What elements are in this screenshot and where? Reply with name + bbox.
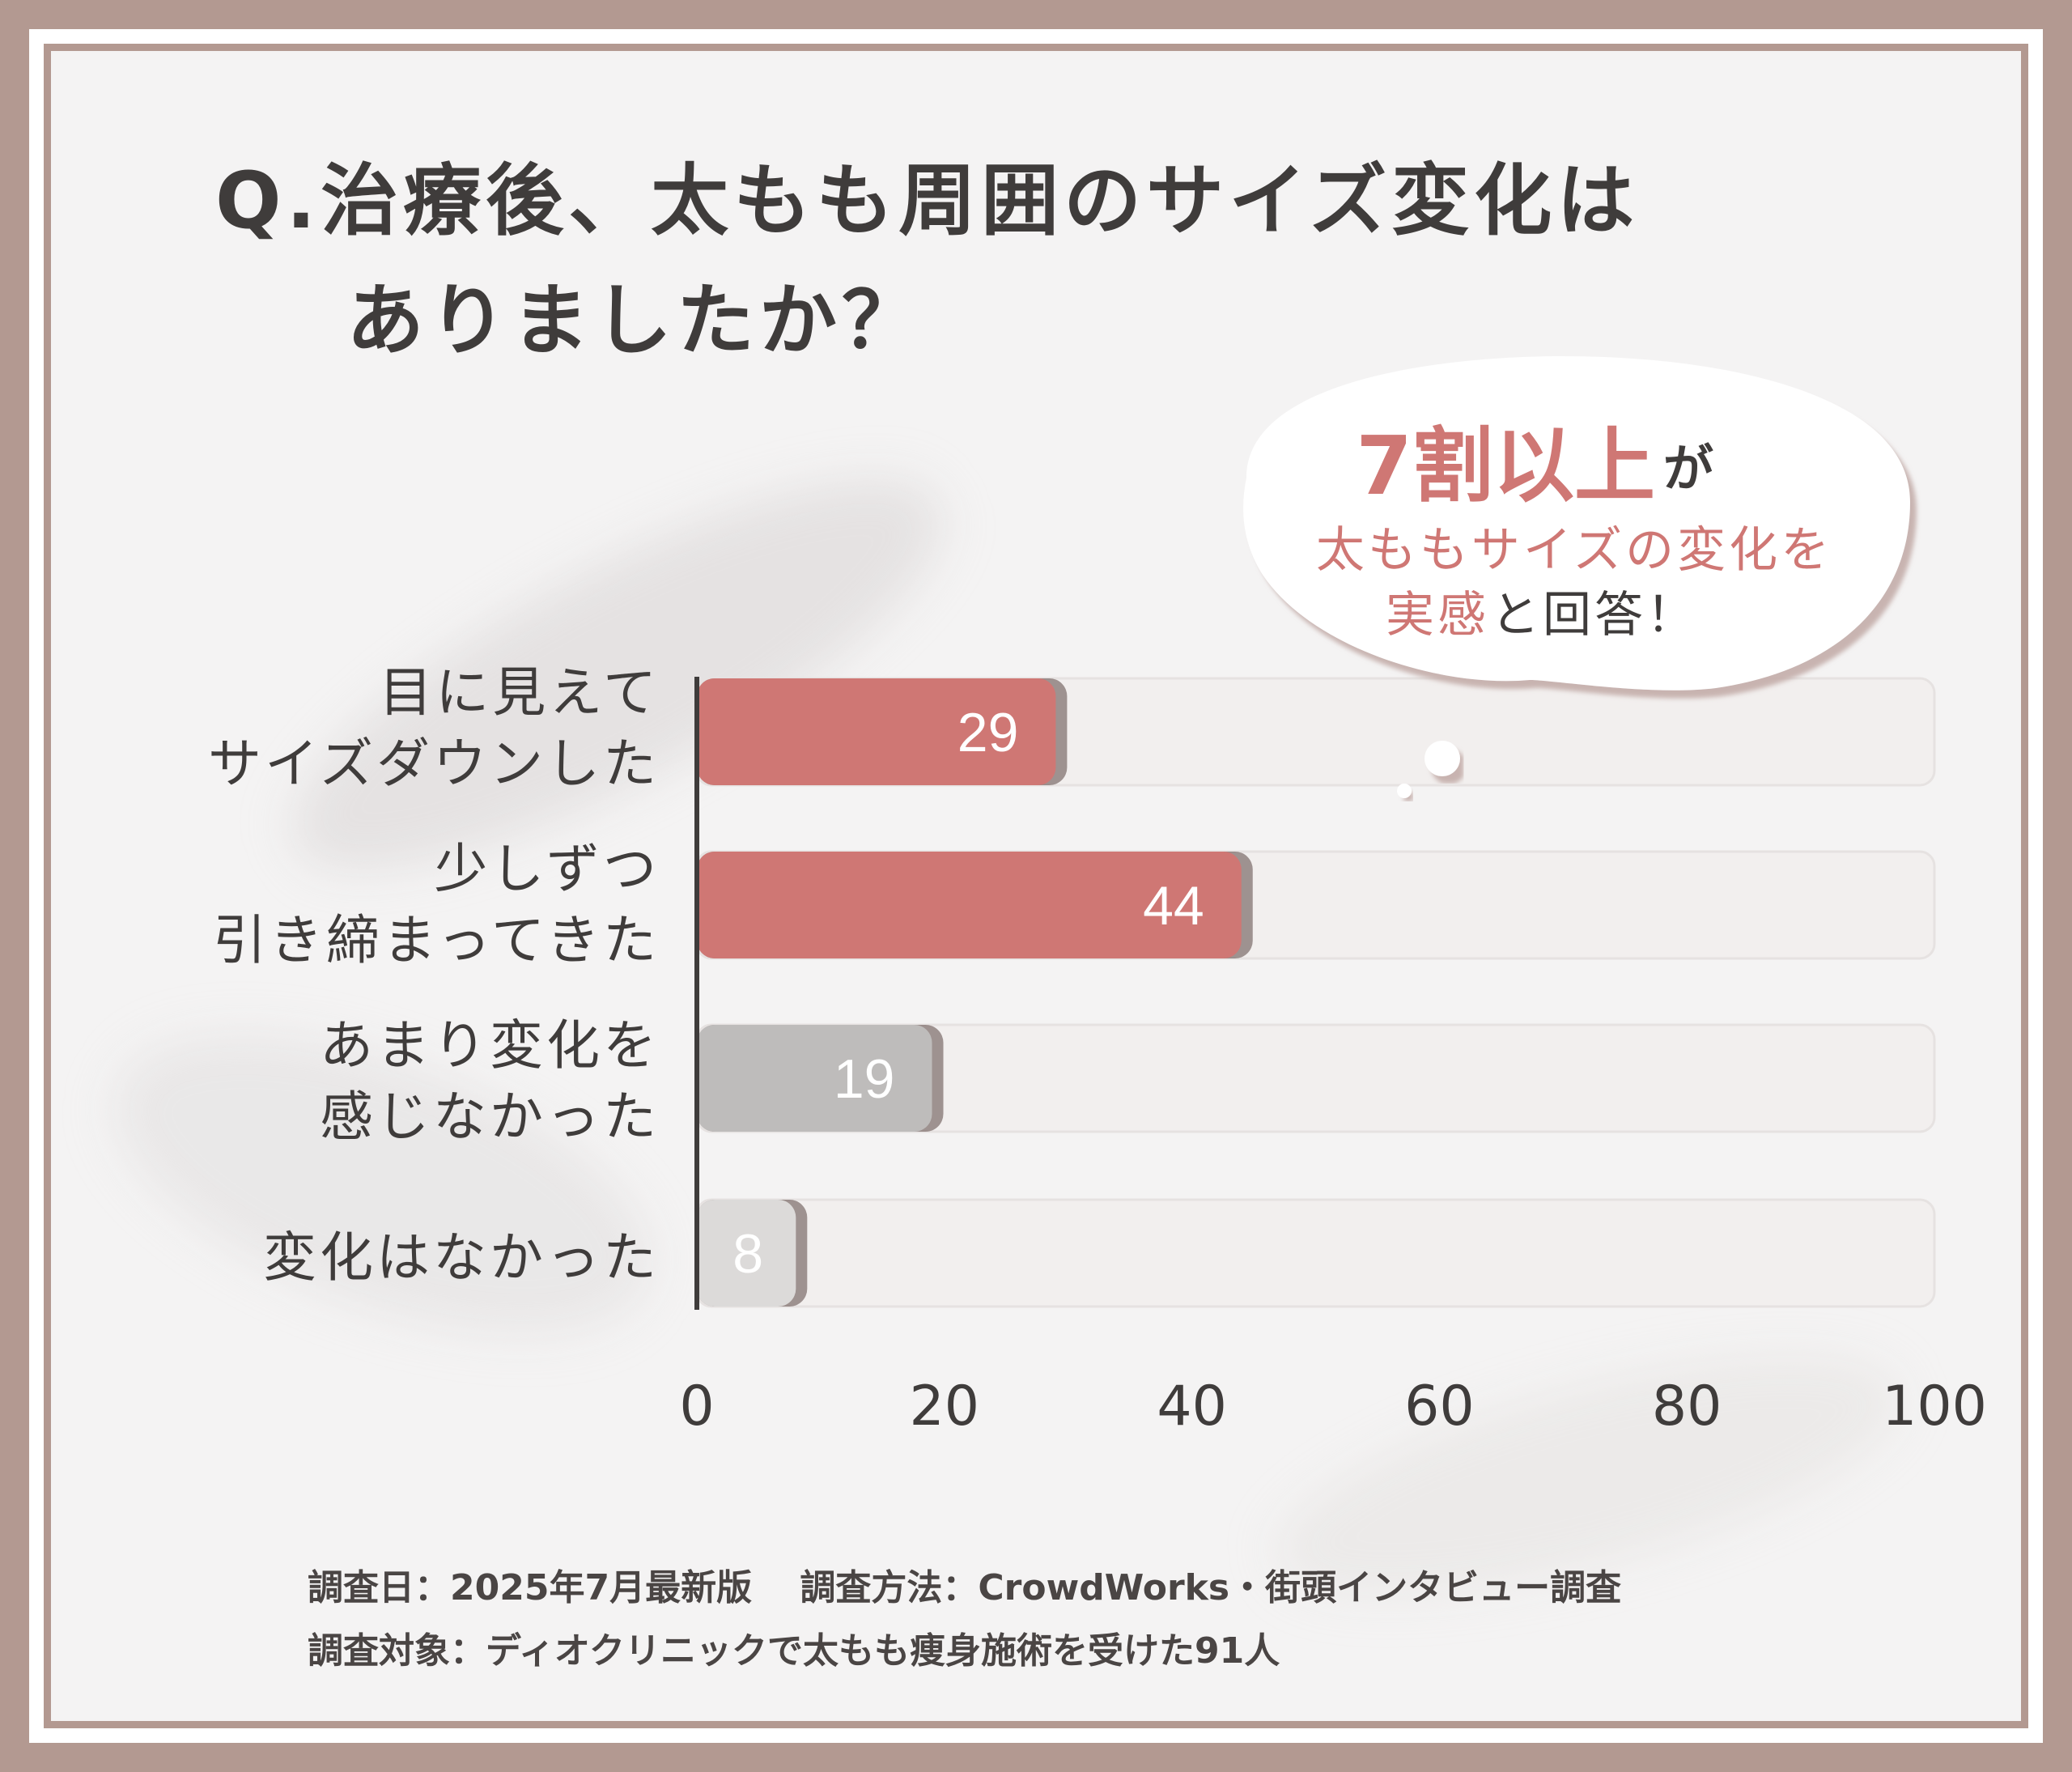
category-label-line: 少しずつ xyxy=(434,838,660,900)
callout-bubble: 7割以上 が 太ももサイズの変化を 実感 と回答！ xyxy=(1243,356,1910,798)
category-label: 少しずつ 引き締まってきた xyxy=(213,834,660,976)
bar-value-label: 29 xyxy=(957,702,1019,763)
chart-title-line2: ありましたか？ xyxy=(346,275,924,366)
callout-dot-large xyxy=(1424,741,1460,776)
bars-layer: 29 44 19 8 xyxy=(695,677,1936,1308)
callout-cloud xyxy=(1243,356,1910,691)
x-tick-labels: 0 20 40 60 80 100 xyxy=(679,1375,1987,1438)
x-tick-label: 20 xyxy=(910,1375,980,1438)
category-label: あまり変化を 感じなかった xyxy=(320,1010,660,1153)
bar-value-label: 44 xyxy=(1143,875,1204,937)
chart-title-line1: Q.治療後、太もも周囲のサイズ変化は xyxy=(215,155,1640,246)
callout-headline-suffix: が xyxy=(1663,439,1713,498)
x-tick-label: 60 xyxy=(1404,1375,1475,1438)
bar-value-label: 19 xyxy=(834,1048,895,1110)
x-tick-label: 100 xyxy=(1882,1375,1987,1438)
x-tick-label: 0 xyxy=(679,1375,714,1438)
bar-value-label: 8 xyxy=(732,1223,763,1285)
category-label-line: 引き締まってきた xyxy=(212,909,660,971)
bar xyxy=(697,852,1242,958)
category-label: 目に見えて サイズダウンした xyxy=(208,657,660,800)
category-label-line: あまり変化を xyxy=(320,1014,660,1077)
bar-track xyxy=(695,1198,1936,1308)
callout-line3-rest: と回答！ xyxy=(1491,587,1698,644)
callout-line2: 太ももサイズの変化を xyxy=(1316,522,1832,579)
x-tick-label: 40 xyxy=(1157,1375,1227,1438)
callout-headline: 7割以上 xyxy=(1356,419,1655,513)
category-label-line: 目に見えて xyxy=(379,661,660,724)
category-label-line: 変化はなかった xyxy=(263,1226,660,1289)
callout-line3-accent: 実感 xyxy=(1386,587,1489,644)
callout-dot-small xyxy=(1397,784,1412,798)
bar xyxy=(697,678,1056,785)
bar xyxy=(697,1200,796,1307)
category-label: 変化はなかった xyxy=(263,1222,660,1294)
category-label-line: サイズダウンした xyxy=(207,733,660,795)
survey-info-line2: 調査対象：ディオクリニックで太もも痩身施術を受けた91人 xyxy=(308,1630,1280,1672)
x-tick-label: 80 xyxy=(1652,1375,1722,1438)
survey-info-line1: 調査日：2025年7月最新版 調査方法：CrowdWorks・街頭インタビュー調… xyxy=(308,1567,1622,1608)
bar xyxy=(697,1025,932,1132)
category-label-line: 感じなかった xyxy=(320,1086,660,1148)
